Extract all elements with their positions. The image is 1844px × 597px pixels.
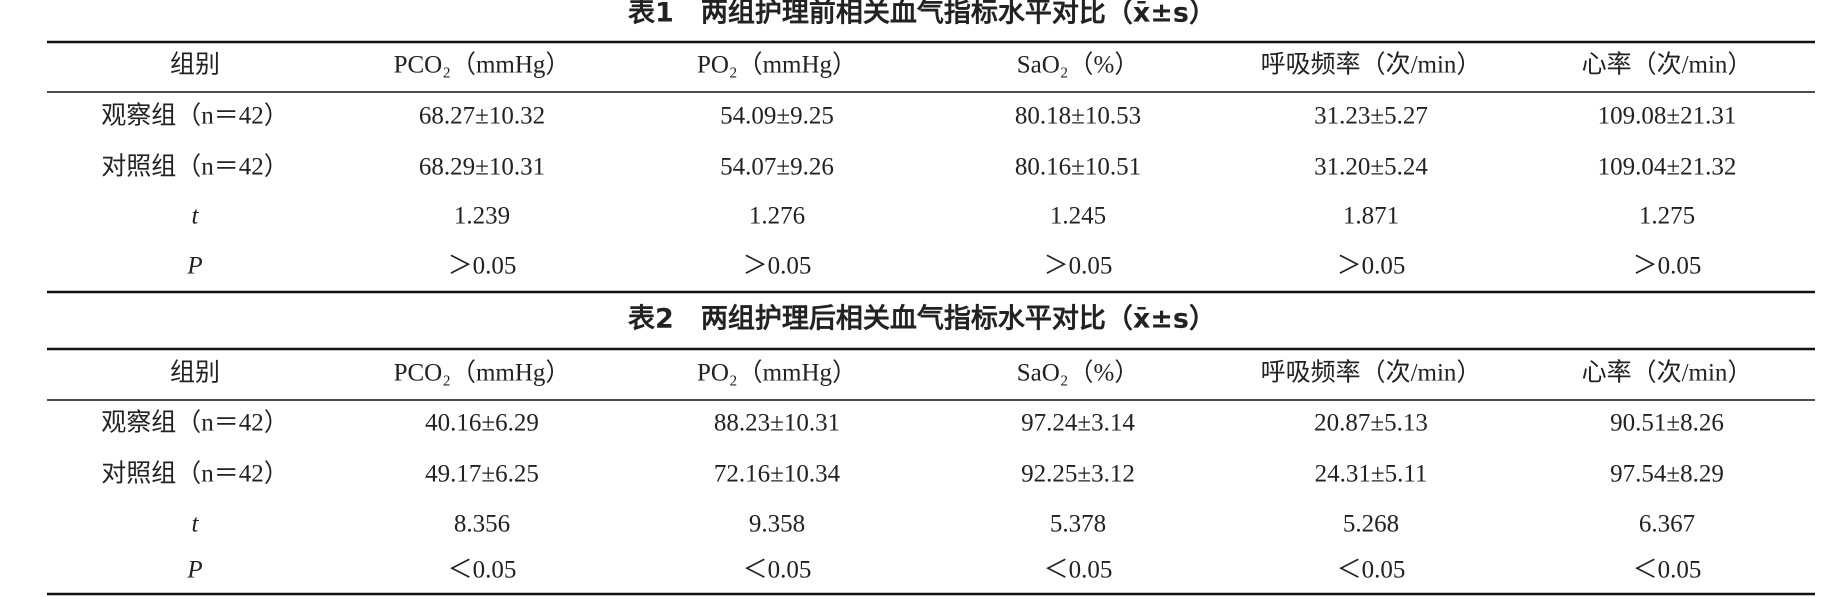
table-cell: 20.87±5.13 [1314,410,1428,437]
header-cell: PCO₂（mmHg） [394,359,571,387]
table-cell: 1.239 [454,203,510,230]
header-cell: PO₂（mmHg） [697,51,857,79]
row-label: 对照组（n＝42） [101,460,289,488]
table-title: 表2 两组护理后相关血气指标水平对比（x̄±s） [628,303,1216,335]
table-cell: 31.20±5.24 [1314,154,1428,181]
header-cell: 呼吸频率（次/min） [1261,359,1482,387]
table-cell: ＞0.05 [743,253,812,280]
row-label: t [192,203,200,230]
table-cell: 88.23±10.31 [714,410,840,437]
table-cell: 80.18±10.53 [1015,103,1141,130]
table-cell: 1.871 [1343,203,1399,230]
table-cell: 6.367 [1639,511,1695,538]
table-cell: 5.268 [1343,511,1399,538]
table-cell: 72.16±10.34 [714,461,841,488]
table-cell: 24.31±5.11 [1315,461,1428,488]
row-label: 观察组（n＝42） [101,102,289,130]
header-cell: SaO₂（%） [1017,359,1140,387]
table-cell: 1.245 [1050,203,1106,230]
table-cell: ＞0.05 [1044,253,1113,280]
table-cell: ＞0.05 [448,253,517,280]
header-cell: 心率（次/min） [1582,359,1753,387]
table-cell: 1.276 [749,203,805,230]
table-cell: ＞0.05 [1633,253,1702,280]
row-label: t [192,511,200,538]
table-title: 表1 两组护理前相关血气指标水平对比（x̄±s） [628,0,1216,29]
header-cell: 组别 [170,359,220,387]
row-label: P [186,557,202,584]
header-cell: 组别 [170,51,220,79]
row-label: P [186,253,202,280]
table-cell: ＞0.05 [1337,253,1406,280]
table-cell: 49.17±6.25 [425,461,539,488]
table-cell: 109.08±21.31 [1598,103,1737,130]
row-label: 观察组（n＝42） [101,409,289,437]
table-cell: 8.356 [454,511,510,538]
table-cell: 90.51±8.26 [1610,410,1724,437]
table-cell: 68.29±10.31 [419,154,545,181]
table-cell: 54.07±9.26 [720,154,834,181]
table-cell: 1.275 [1639,203,1695,230]
row-label: 对照组（n＝42） [101,153,289,181]
table-cell: 5.378 [1050,511,1106,538]
table-cell: 92.25±3.12 [1021,461,1135,488]
header-cell: PCO₂（mmHg） [394,51,571,79]
table-cell: 97.54±8.29 [1610,461,1724,488]
table-cell: 68.27±10.32 [419,103,545,130]
table-cell: ＜0.05 [1337,557,1406,584]
header-cell: SaO₂（%） [1017,51,1140,79]
header-cell: PO₂（mmHg） [697,359,857,387]
table-cell: 109.04±21.32 [1598,154,1737,181]
header-cell: 呼吸频率（次/min） [1261,51,1482,79]
header-cell: 心率（次/min） [1582,51,1753,79]
table-cell: 54.09±9.25 [720,103,834,130]
table-cell: 9.358 [749,511,805,538]
table-cell: ＜0.05 [448,557,517,584]
table-cell: ＜0.05 [743,557,812,584]
table-cell: 80.16±10.51 [1015,154,1141,181]
table-cell: ＜0.05 [1044,557,1113,584]
table-cell: ＜0.05 [1633,557,1702,584]
table-cell: 40.16±6.29 [425,410,539,437]
table-cell: 31.23±5.27 [1314,103,1428,130]
table-cell: 97.24±3.14 [1021,410,1135,437]
